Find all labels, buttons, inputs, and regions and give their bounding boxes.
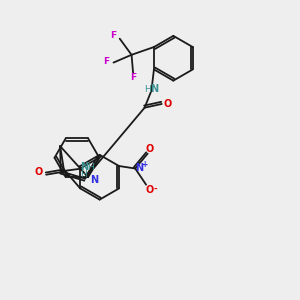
Text: O: O bbox=[145, 144, 153, 154]
Text: F: F bbox=[110, 31, 116, 40]
Text: N: N bbox=[136, 163, 144, 172]
Text: -: - bbox=[154, 184, 157, 194]
Text: N: N bbox=[151, 84, 159, 94]
Text: N: N bbox=[90, 175, 98, 185]
Text: O: O bbox=[145, 185, 153, 195]
Text: H: H bbox=[87, 163, 94, 172]
Text: +: + bbox=[141, 160, 148, 169]
Text: O: O bbox=[35, 167, 43, 177]
Text: F: F bbox=[130, 73, 136, 82]
Text: F: F bbox=[103, 58, 109, 67]
Text: H: H bbox=[80, 170, 87, 179]
Text: H: H bbox=[144, 85, 151, 94]
Text: N: N bbox=[80, 162, 88, 172]
Text: O: O bbox=[164, 99, 172, 109]
